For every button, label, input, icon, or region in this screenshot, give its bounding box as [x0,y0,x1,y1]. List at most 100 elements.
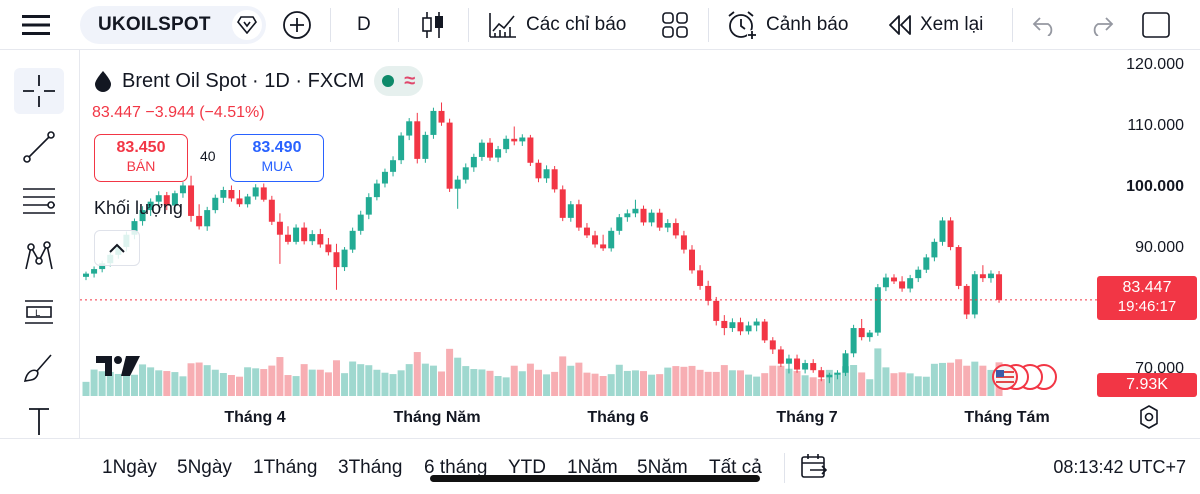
sell-label: BÁN [126,158,156,174]
volume-bar [704,371,712,396]
interval-button[interactable]: D [357,0,371,50]
candle-down [996,274,1003,300]
candle-up [83,273,89,277]
candle-up [882,277,889,288]
layout-grid-icon[interactable] [662,0,688,50]
crosshair-icon[interactable] [14,68,64,114]
diamond-icon[interactable] [232,10,262,40]
range-3m[interactable]: 3Tháng [338,457,403,478]
fullscreen-icon[interactable] [1142,0,1170,50]
candle-up [341,249,348,268]
candle-down [761,321,768,341]
top-toolbar: UKOILSPOT D Các chỉ báo Cảnh báo Xem lại [0,0,1200,50]
candlesticks [83,102,1003,384]
volume-bar [260,369,268,396]
price-axis[interactable]: 120.000 110.000 100.000 90.000 70.000 [1100,50,1200,400]
candle-up [745,325,752,332]
interval-label: D [357,14,371,35]
timezone-clock[interactable]: 08:13:42 UTC+7 [1053,457,1186,477]
add-symbol-icon[interactable] [282,0,312,50]
volume-bar [575,362,583,396]
candle-type-icon[interactable] [421,0,445,50]
candle-up [91,269,98,274]
volume-bar [332,360,340,396]
symbol-search-button[interactable]: UKOILSPOT [80,6,266,44]
toolbar-divider [708,8,709,42]
sell-button[interactable]: 83.450 BÁN [94,134,188,182]
series-title[interactable]: Brent Oil Spot · 1D · FXCM [122,69,365,92]
volume-bar [696,369,704,396]
range-1d[interactable]: 1Ngày [102,457,157,478]
market-status[interactable]: ≈ [374,66,424,96]
range-all[interactable]: Tất cả [709,457,762,478]
volume-bar [777,365,785,396]
candle-up [406,121,413,136]
volume-bar [809,377,817,396]
brush-icon[interactable] [14,344,64,390]
volume-bar [607,374,615,396]
candle-down [600,244,607,249]
redo-icon[interactable] [1088,0,1114,50]
candle-up [131,221,138,235]
chart-settings-icon[interactable] [1136,404,1162,430]
fib-retracement-icon[interactable] [14,178,64,224]
pattern-icon[interactable] [14,234,64,280]
candle-down [163,195,170,206]
range-6m[interactable]: 6 tháng [424,457,488,478]
volume-bar [219,373,227,396]
volume-bar [510,365,518,396]
volume-bar [155,370,163,396]
volume-bar [680,366,688,396]
symbol-name: UKOILSPOT [98,14,211,35]
volume-bar [559,356,567,396]
volume-bar [817,378,825,396]
collapse-legend-button[interactable] [94,230,140,266]
candle-down [446,122,453,189]
time-axis[interactable]: Tháng 4 Tháng Năm Tháng 6 Tháng 7 Tháng … [80,400,1200,438]
range-5d[interactable]: 5Ngày [177,457,232,478]
candle-down [236,198,243,205]
candle-up [155,195,162,202]
volume-bar [179,376,187,396]
market-open-dot [382,75,395,87]
economic-events-icon[interactable] [992,362,1062,392]
range-ytd[interactable]: YTD [508,457,546,478]
alert-button[interactable]: Cảnh báo [726,0,848,50]
price-chart[interactable] [80,50,1100,400]
candle-up [179,185,186,194]
volume-bar [413,352,421,396]
trend-line-icon[interactable] [14,124,64,170]
range-1m[interactable]: 1Tháng [253,457,318,478]
candle-up [462,167,469,180]
candle-down [325,244,332,253]
menu-icon[interactable] [22,0,54,50]
volume-bar [567,365,575,396]
volume-bar [534,369,542,396]
text-tool-icon[interactable] [14,398,64,444]
replay-button[interactable]: Xem lại [888,0,983,50]
time-tick: Tháng 6 [587,409,649,426]
volume-bar [842,366,850,396]
range-1y[interactable]: 1Năm [567,457,618,478]
candle-up [753,321,760,326]
candle-up [470,156,477,168]
volume-bar [866,379,874,396]
volume-legend[interactable]: Khối lượng [94,198,183,218]
volume-bar [139,364,147,396]
volume-bar [438,371,446,396]
position-tool-icon[interactable]: L [14,288,64,334]
candle-down [947,220,954,248]
volume-bar [478,369,486,396]
candle-up [567,204,574,218]
indicators-button[interactable]: Các chỉ báo [488,0,626,50]
buy-button[interactable]: 83.490 MUA [230,134,324,182]
candle-up [454,179,461,189]
tradingview-logo-icon[interactable] [96,354,142,378]
range-5y[interactable]: 5Năm [637,457,688,478]
volume-bar [526,363,534,396]
bar-countdown: 19:46:17 [1117,298,1177,315]
goto-date-icon[interactable] [800,453,828,481]
candle-up [971,274,978,315]
undo-icon[interactable] [1032,0,1058,50]
volume-bar [906,373,914,396]
